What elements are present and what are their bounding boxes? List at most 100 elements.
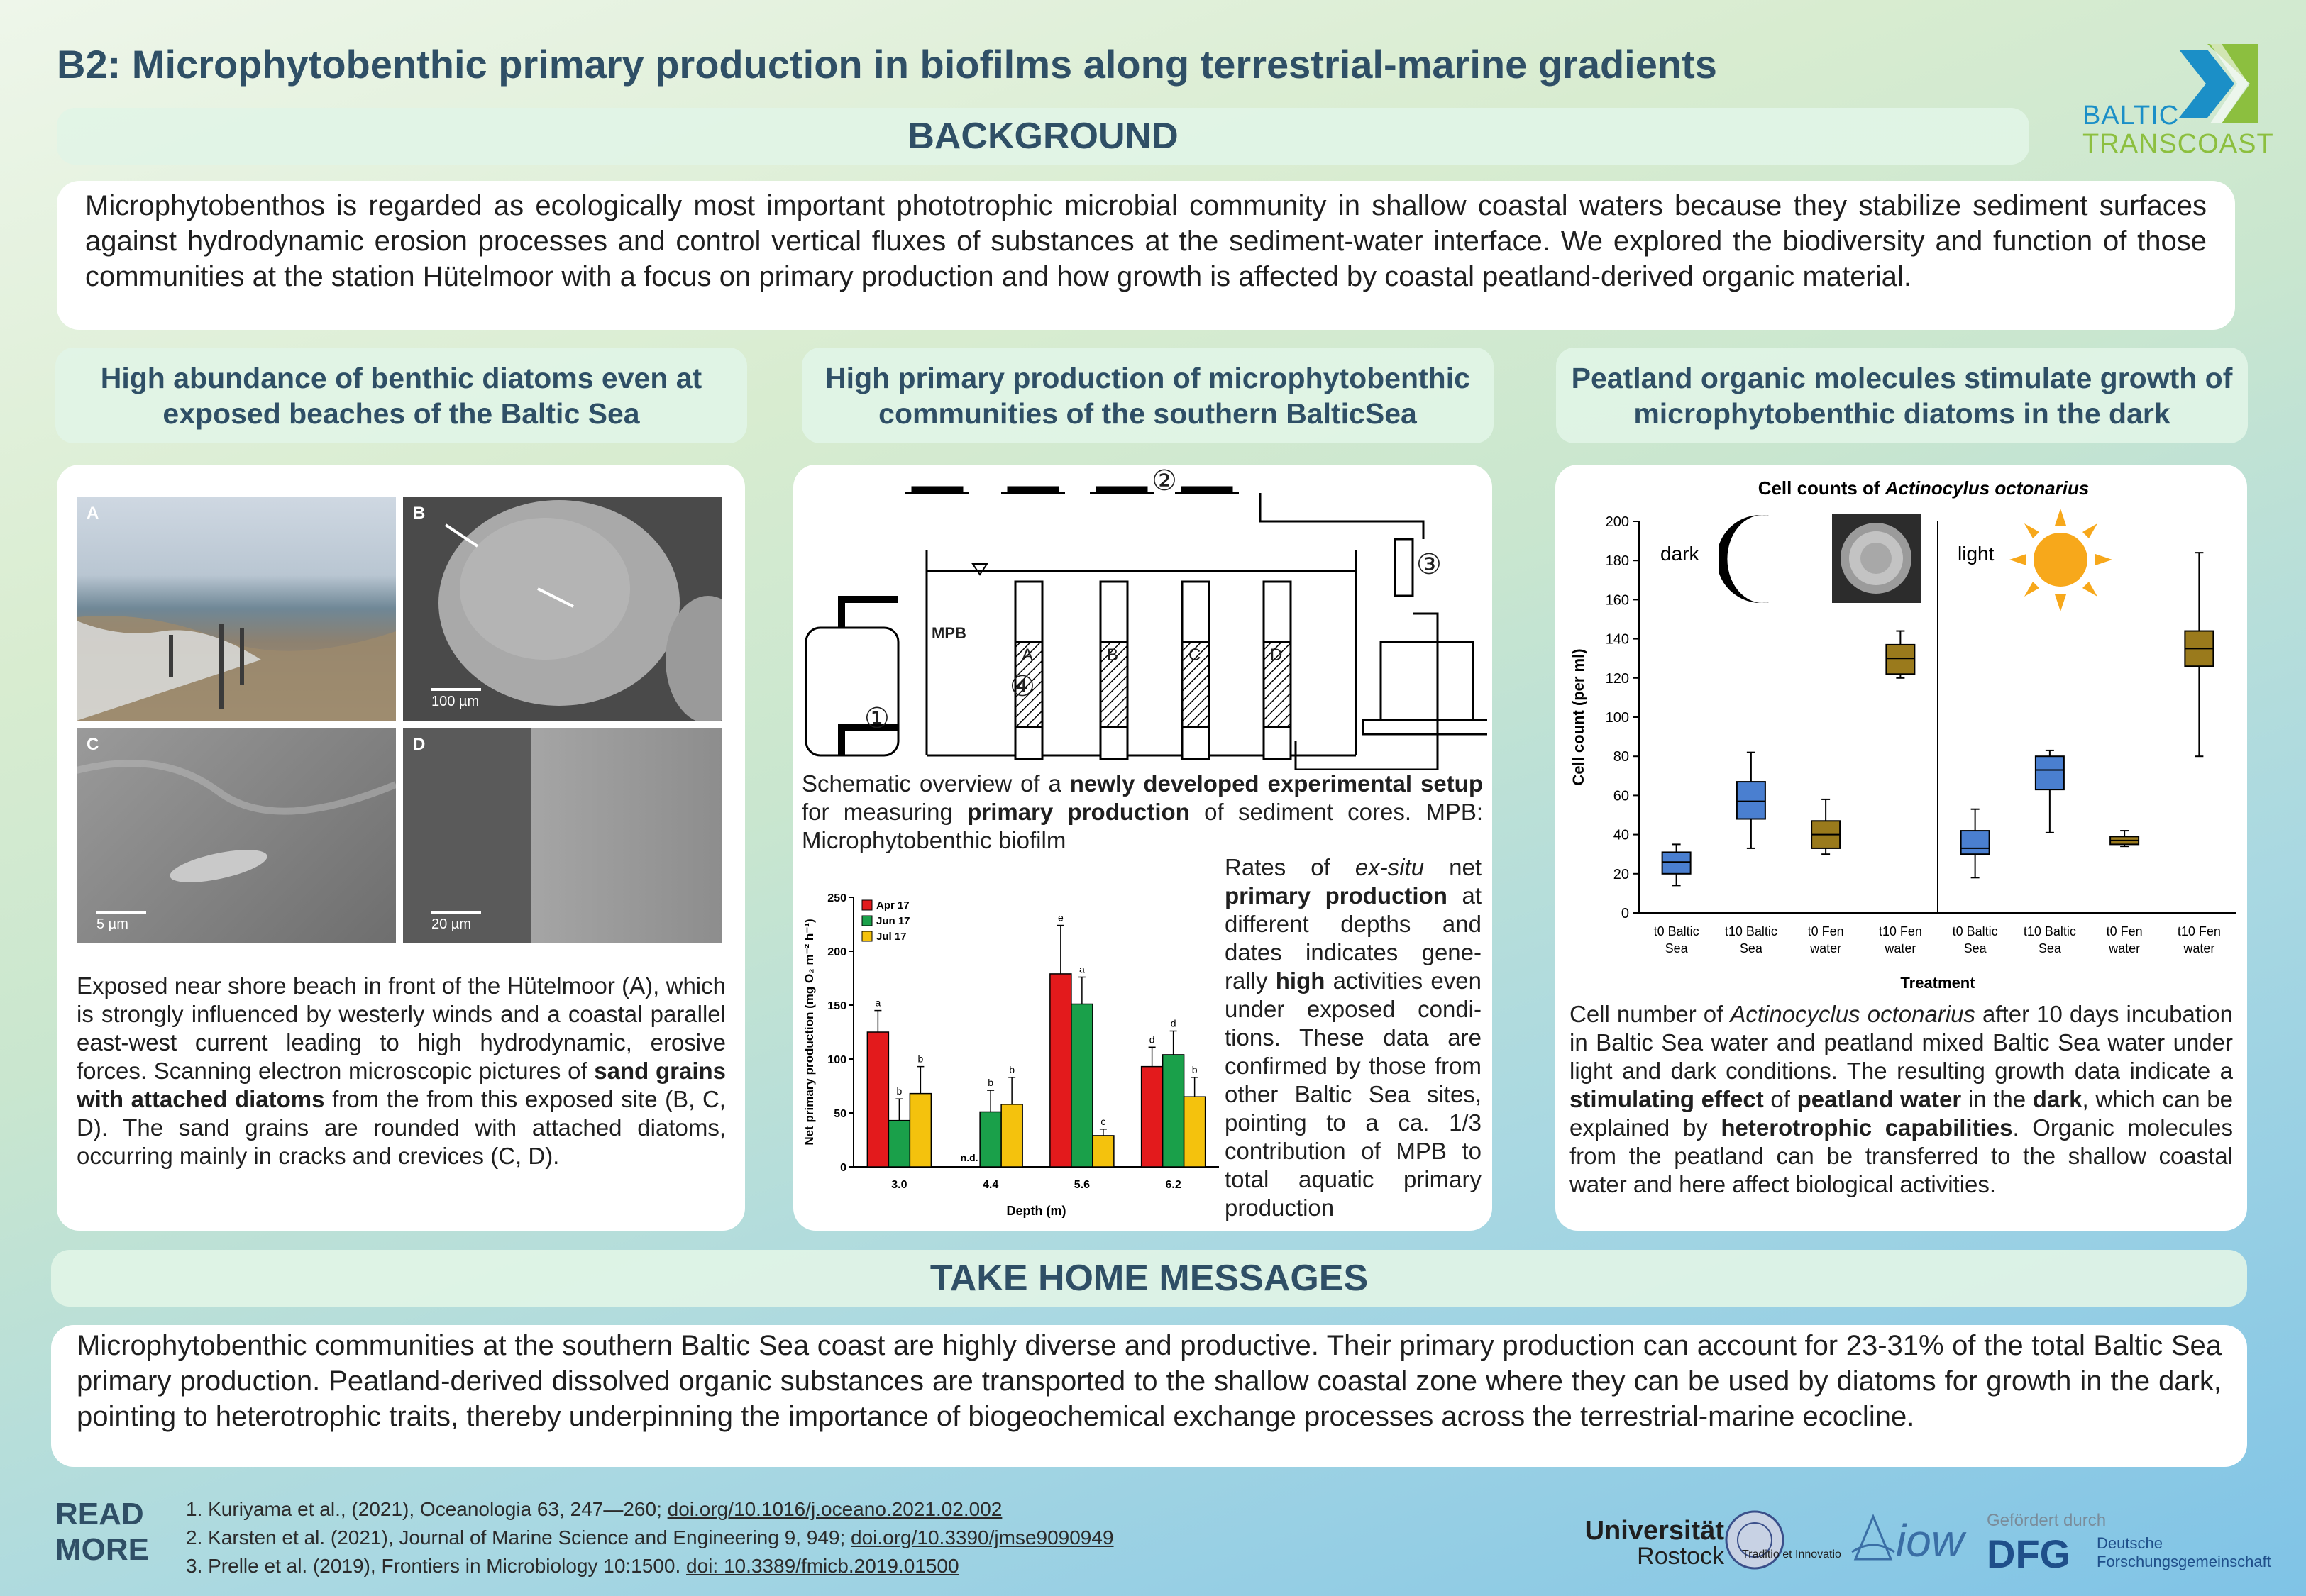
box-x-axis-label: Treatment	[1900, 974, 1975, 992]
take-home-text: Microphytobenthic communities at the sou…	[77, 1330, 2222, 1432]
box-x-tick-label: t10 Baltic	[2024, 924, 2076, 938]
photo-d-sem-crevice: D 20 µm	[403, 728, 722, 943]
box-x-tick-label: water	[1809, 941, 1841, 955]
box-y-tick-label: 200	[1606, 514, 1629, 530]
panel3-caption-bold-2: peatland water	[1797, 1086, 1962, 1112]
significance-letter: b	[988, 1077, 993, 1088]
university-rostock-logo: Universität Rostock	[1540, 1517, 1724, 1570]
box-y-tick-label: 20	[1613, 867, 1629, 882]
read-label: READ	[55, 1497, 144, 1531]
scale-label-d: 20 µm	[431, 916, 471, 932]
panel3-caption-part6: . Organic molecules from the peatland ca…	[1569, 1114, 2233, 1197]
box-x-tick-label: Sea	[2039, 941, 2062, 955]
box-x-tick-label: water	[1884, 941, 1916, 955]
setup-label-mpb: MPB	[932, 624, 966, 642]
bar	[888, 1119, 911, 1168]
reference-1-link[interactable]: doi.org/10.1016/j.oceano.2021.02.002	[667, 1498, 1003, 1520]
box-y-axis-label: Cell count (per ml)	[1569, 648, 1587, 785]
box	[1736, 781, 1766, 820]
setup-label-core-c: C	[1188, 645, 1201, 665]
university-name-line2: Rostock	[1637, 1543, 1724, 1570]
panel3-caption-part1: Cell number of	[1569, 1001, 1731, 1027]
setup-label-2: ②	[1152, 465, 1177, 497]
bar	[1140, 1065, 1164, 1168]
legend-swatch	[861, 899, 873, 911]
setup-label-1: ①	[864, 703, 890, 734]
take-home-heading: TAKE HOME MESSAGES	[929, 1258, 1369, 1299]
panel1-caption-part1: Exposed near shore beach in front of the…	[77, 972, 726, 1084]
photo-c-sem-diatom: C 5 µm	[77, 728, 396, 943]
column-heading-3-text: Peatland organic molecules stimulate gro…	[1571, 361, 2233, 430]
significance-letter: b	[917, 1053, 923, 1065]
reference-2-link[interactable]: doi.org/10.3390/jmse9090949	[851, 1526, 1114, 1548]
reference-1-text: 1. Kuriyama et al., (2021), Oceanologia …	[186, 1498, 668, 1520]
panel1-caption-part2: from the from this exposed site (B, C, D…	[77, 1086, 726, 1169]
rates-caption-bold-2: high	[1275, 968, 1325, 994]
bar	[1162, 1054, 1185, 1168]
bar-y-tick-label: 100	[827, 1054, 846, 1066]
logo-text-baltic: BALTIC	[2082, 101, 2180, 131]
box-x-tick-label: t10 Fen	[1879, 924, 1922, 938]
background-heading: BACKGROUND	[907, 116, 1179, 157]
setup-caption: Schematic overview of a newly developed …	[802, 770, 1483, 855]
box-x-tick-label: t10 Fen	[2178, 924, 2221, 938]
reference-3: 3. Prelle et al. (2019), Frontiers in Mi…	[186, 1552, 1114, 1580]
photo-label-c: C	[87, 735, 99, 754]
university-seal-icon	[1725, 1510, 1784, 1570]
column-heading-2: High primary production of microphytoben…	[802, 348, 1494, 443]
box-x-tick-label: Sea	[1964, 941, 1987, 955]
reference-3-text: 3. Prelle et al. (2019), Frontiers in Mi…	[186, 1555, 687, 1577]
box-x-tick-label: t0 Fen	[2107, 924, 2143, 938]
box-y-tick-label: 120	[1606, 671, 1629, 687]
setup-label-core-d: D	[1270, 645, 1283, 665]
more-label: MORE	[55, 1532, 149, 1567]
sun-icon	[2009, 509, 2112, 611]
experimental-setup-diagram	[805, 486, 1487, 770]
bar	[909, 1092, 932, 1168]
baltic-transcoast-logo: BALTIC TRANSCOAST	[2082, 44, 2273, 159]
box-x-tick-label: water	[2183, 941, 2214, 955]
references-list: 1. Kuriyama et al., (2021), Oceanologia …	[186, 1495, 1114, 1580]
legend-label: Jul 17	[876, 931, 907, 943]
take-home-heading-band: TAKE HOME MESSAGES	[51, 1250, 2247, 1307]
bar-x-axis-label: Depth (m)	[1007, 1204, 1066, 1218]
bar	[1049, 973, 1072, 1168]
box	[1885, 643, 1916, 675]
bar	[1000, 1104, 1023, 1168]
box-x-tick-label: water	[2108, 941, 2140, 955]
setup-label-core-b: B	[1107, 645, 1119, 665]
reference-3-link[interactable]: doi: 10.3389/fmicb.2019.01500	[686, 1555, 959, 1577]
bar	[979, 1111, 1002, 1168]
significance-letter: b	[1009, 1064, 1015, 1075]
significance-letter: b	[1192, 1064, 1198, 1075]
reference-2-text: 2. Karsten et al. (2021), Journal of Mar…	[186, 1526, 851, 1548]
dfg-logo: DFG	[1987, 1531, 2071, 1576]
box-y-tick-label: 60	[1613, 788, 1629, 804]
setup-label-3: ③	[1416, 549, 1442, 580]
panel3-caption-part5: , which can be explained by	[1569, 1086, 2233, 1141]
poster-title: B2: Microphytobenthic primary production…	[57, 42, 1717, 87]
box-y-tick-label: 160	[1606, 592, 1629, 608]
box-y-tick-label: 180	[1606, 553, 1629, 569]
panel1-caption-bold: sand grains with attached diatoms	[77, 1058, 726, 1112]
box-x-tick-label: t0 Baltic	[1953, 924, 1998, 938]
bar-x-tick-label: 5.6	[1074, 1179, 1090, 1191]
box-y-tick-label: 80	[1613, 749, 1629, 765]
box-x-tick-label: Sea	[1740, 941, 1763, 955]
setup-caption-bold-2: primary production	[967, 799, 1190, 825]
dfg-name-line1: Deutsche	[2097, 1534, 2163, 1552]
photo-grid: A B 100 µm C 5 µm D 20 µm	[77, 497, 722, 943]
bar-y-tick-label: 50	[834, 1108, 846, 1120]
panel-beach-diatoms: A B 100 µm C 5 µm D 20 µm	[57, 465, 745, 1231]
significance-letter: d	[1171, 1017, 1176, 1029]
iow-logo-text: iow	[1896, 1515, 1965, 1566]
bar-y-axis-label: Net primary production (mg O₂ m⁻² h⁻¹)	[802, 919, 816, 1145]
significance-letter: a	[875, 997, 881, 1009]
diatom-micrograph	[1832, 514, 1921, 603]
panel3-caption-part2: after 10 days incubation in Baltic Sea w…	[1569, 1001, 2233, 1084]
panel-label-light: light	[1958, 543, 1995, 565]
panel3-caption-italic: Actinocyclus octonarius	[1730, 1001, 1976, 1027]
bar	[1183, 1096, 1206, 1168]
take-home-text-box: Microphytobenthic communities at the sou…	[51, 1325, 2247, 1467]
setup-caption-part-c: for measuring	[802, 799, 968, 825]
